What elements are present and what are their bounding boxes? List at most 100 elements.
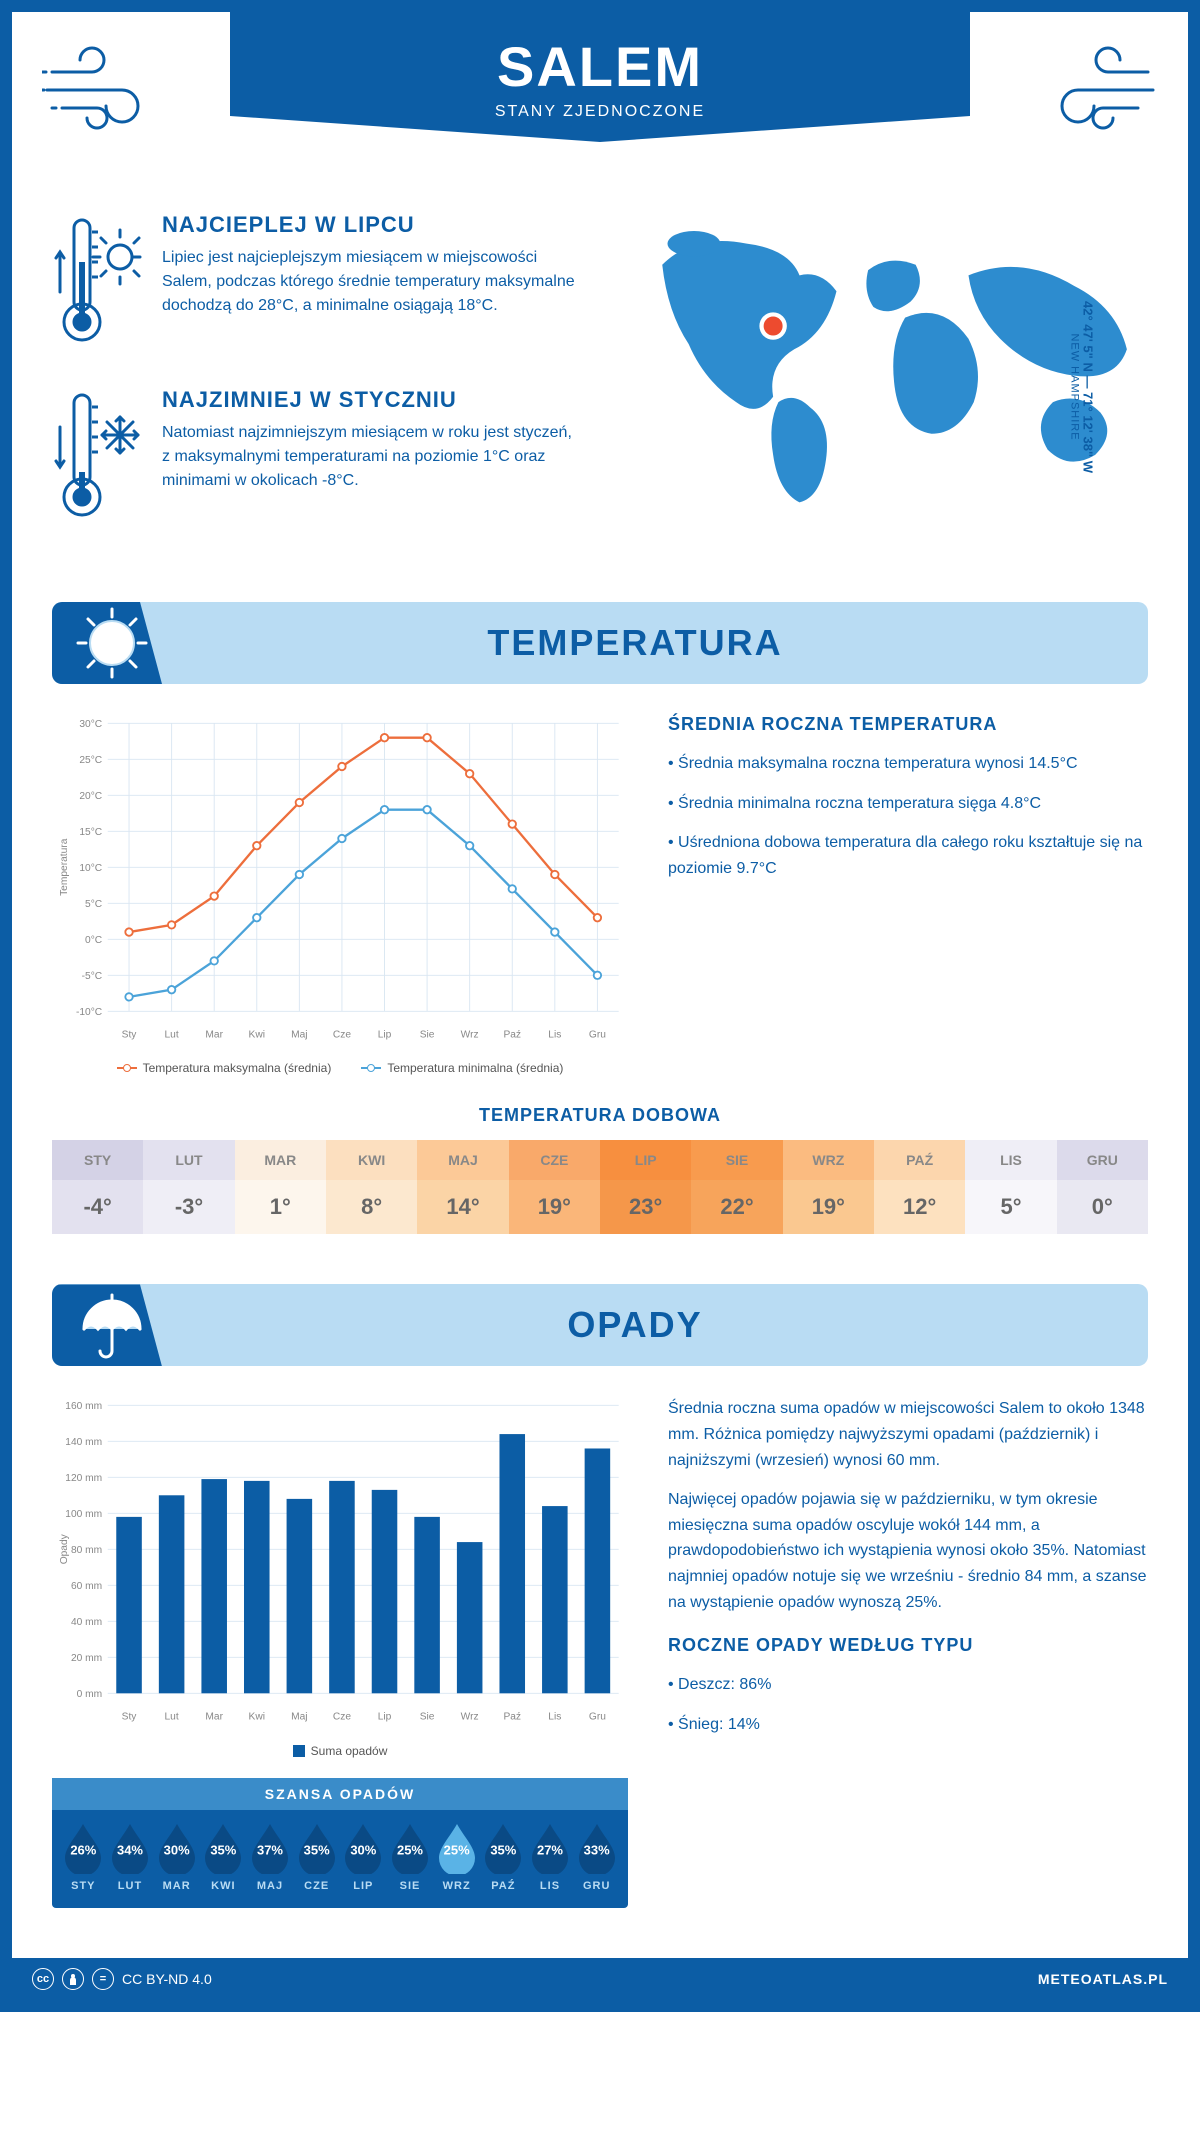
rain-chance-box: SZANSA OPADÓW 26% STY 34% LUT 30% MAR 3	[52, 1778, 628, 1908]
svg-text:100 mm: 100 mm	[65, 1509, 102, 1520]
site-name: METEOATLAS.PL	[1038, 1971, 1168, 1987]
precip-para: Najwięcej opadów pojawia się w październ…	[668, 1487, 1148, 1615]
cc-icon: cc	[32, 1968, 54, 1990]
umbrella-icon	[72, 1285, 152, 1365]
svg-text:Sie: Sie	[420, 1029, 435, 1040]
svg-text:Gru: Gru	[589, 1029, 606, 1040]
intro-row: NAJCIEPLEJ W LIPCU Lipiec jest najcieple…	[52, 212, 1148, 562]
svg-text:Wrz: Wrz	[461, 1029, 479, 1040]
daily-month: GRU	[1057, 1140, 1148, 1180]
precip-legend: Suma opadów	[52, 1744, 628, 1758]
country-name: STANY ZJEDNOCZONE	[495, 103, 705, 121]
rain-chance-item: 35% KWI	[200, 1822, 247, 1892]
daily-value: 8°	[326, 1180, 417, 1234]
daily-temp-table: STY-4°LUT-3°MAR1°KWI8°MAJ14°CZE19°LIP23°…	[52, 1140, 1148, 1234]
daily-month: STY	[52, 1140, 143, 1180]
wind-icon	[42, 32, 172, 147]
svg-text:Cze: Cze	[333, 1712, 351, 1723]
daily-month: SIE	[691, 1140, 782, 1180]
svg-text:0°C: 0°C	[85, 935, 102, 946]
temperature-chart: -10°C-5°C0°C5°C10°C15°C20°C25°C30°CStyLu…	[52, 714, 628, 1048]
svg-text:10°C: 10°C	[79, 863, 102, 874]
svg-text:140 mm: 140 mm	[65, 1437, 102, 1448]
svg-text:0 mm: 0 mm	[77, 1689, 103, 1700]
daily-value: 12°	[874, 1180, 965, 1234]
rain-chance-item: 37% MAJ	[247, 1822, 294, 1892]
svg-text:80 mm: 80 mm	[71, 1545, 102, 1556]
temp-bullet: • Średnia minimalna roczna temperatura s…	[668, 791, 1148, 817]
daily-value: 19°	[783, 1180, 874, 1234]
svg-text:25°C: 25°C	[79, 755, 102, 766]
svg-text:Lis: Lis	[548, 1712, 561, 1723]
daily-value: -4°	[52, 1180, 143, 1234]
daily-value: 23°	[600, 1180, 691, 1234]
svg-text:Lip: Lip	[378, 1712, 392, 1723]
svg-text:Wrz: Wrz	[461, 1712, 479, 1723]
daily-month: MAR	[235, 1140, 326, 1180]
daily-temp-title: TEMPERATURA DOBOWA	[52, 1105, 1148, 1126]
daily-month: CZE	[509, 1140, 600, 1180]
coordinates: 42° 47' 5" N — 71° 12' 38" W NEW HAMPSHI…	[1069, 301, 1096, 473]
coldest-text: Natomiast najzimniejszym miesiącem w rok…	[162, 421, 580, 493]
wind-icon	[1028, 32, 1158, 147]
precip-chart: 0 mm20 mm40 mm60 mm80 mm100 mm120 mm140 …	[52, 1396, 628, 1730]
header-ribbon: SALEM STANY ZJEDNOCZONE	[230, 12, 970, 142]
daily-month: PAŹ	[874, 1140, 965, 1180]
rain-chance-item: 34% LUT	[107, 1822, 154, 1892]
daily-month: MAJ	[417, 1140, 508, 1180]
svg-text:Maj: Maj	[291, 1029, 307, 1040]
svg-text:Cze: Cze	[333, 1029, 351, 1040]
daily-value: 5°	[965, 1180, 1056, 1234]
daily-month: KWI	[326, 1140, 417, 1180]
coldest-title: NAJZIMNIEJ W STYCZNIU	[162, 387, 580, 413]
svg-text:Temperatura: Temperatura	[59, 838, 70, 896]
daily-value: 1°	[235, 1180, 326, 1234]
svg-text:160 mm: 160 mm	[65, 1401, 102, 1412]
temp-legend: Temperatura maksymalna (średnia) Tempera…	[52, 1061, 628, 1075]
header: SALEM STANY ZJEDNOCZONE	[12, 12, 1188, 182]
rain-chance-item: 25% SIE	[387, 1822, 434, 1892]
svg-text:20 mm: 20 mm	[71, 1653, 102, 1664]
rain-chance-item: 35% PAŹ	[480, 1822, 527, 1892]
svg-text:Lis: Lis	[548, 1029, 561, 1040]
svg-text:30°C: 30°C	[79, 719, 102, 730]
svg-text:5°C: 5°C	[85, 899, 102, 910]
precip-type-bullet: • Śnieg: 14%	[668, 1712, 1148, 1738]
daily-month: LIP	[600, 1140, 691, 1180]
svg-text:Paź: Paź	[503, 1712, 521, 1723]
warmest-text: Lipiec jest najcieplejszym miesiącem w m…	[162, 246, 580, 318]
rain-chance-item: 35% CZE	[293, 1822, 340, 1892]
svg-text:-5°C: -5°C	[82, 971, 103, 982]
rain-chance-item: 30% MAR	[153, 1822, 200, 1892]
svg-text:Lut: Lut	[165, 1712, 179, 1723]
temp-bullet: • Średnia maksymalna roczna temperatura …	[668, 751, 1148, 777]
temp-summary-title: ŚREDNIA ROCZNA TEMPERATURA	[668, 714, 1148, 735]
svg-text:120 mm: 120 mm	[65, 1473, 102, 1484]
daily-value: 0°	[1057, 1180, 1148, 1234]
svg-text:-10°C: -10°C	[76, 1007, 102, 1018]
svg-text:40 mm: 40 mm	[71, 1617, 102, 1628]
svg-text:Kwi: Kwi	[249, 1029, 265, 1040]
svg-text:Mar: Mar	[205, 1029, 223, 1040]
precip-para: Średnia roczna suma opadów w miejscowośc…	[668, 1396, 1148, 1473]
rain-chance-item: 25% WRZ	[433, 1822, 480, 1892]
svg-text:Lip: Lip	[378, 1029, 392, 1040]
coldest-block: NAJZIMNIEJ W STYCZNIU Natomiast najzimni…	[52, 387, 580, 532]
rain-chance-item: 27% LIS	[527, 1822, 574, 1892]
svg-text:Mar: Mar	[205, 1712, 223, 1723]
svg-text:Maj: Maj	[291, 1712, 307, 1723]
svg-text:Gru: Gru	[589, 1712, 606, 1723]
daily-month: WRZ	[783, 1140, 874, 1180]
daily-value: 19°	[509, 1180, 600, 1234]
precip-section-header: OPADY	[52, 1284, 1148, 1366]
nd-icon: =	[92, 1968, 114, 1990]
thermometer-cold-icon	[52, 387, 142, 532]
rain-chance-item: 26% STY	[60, 1822, 107, 1892]
rain-chance-item: 30% LIP	[340, 1822, 387, 1892]
svg-text:20°C: 20°C	[79, 791, 102, 802]
daily-value: 22°	[691, 1180, 782, 1234]
thermometer-hot-icon	[52, 212, 142, 357]
license-text: CC BY-ND 4.0	[122, 1971, 212, 1987]
svg-text:Sty: Sty	[122, 1712, 138, 1723]
temperature-section-header: TEMPERATURA	[52, 602, 1148, 684]
